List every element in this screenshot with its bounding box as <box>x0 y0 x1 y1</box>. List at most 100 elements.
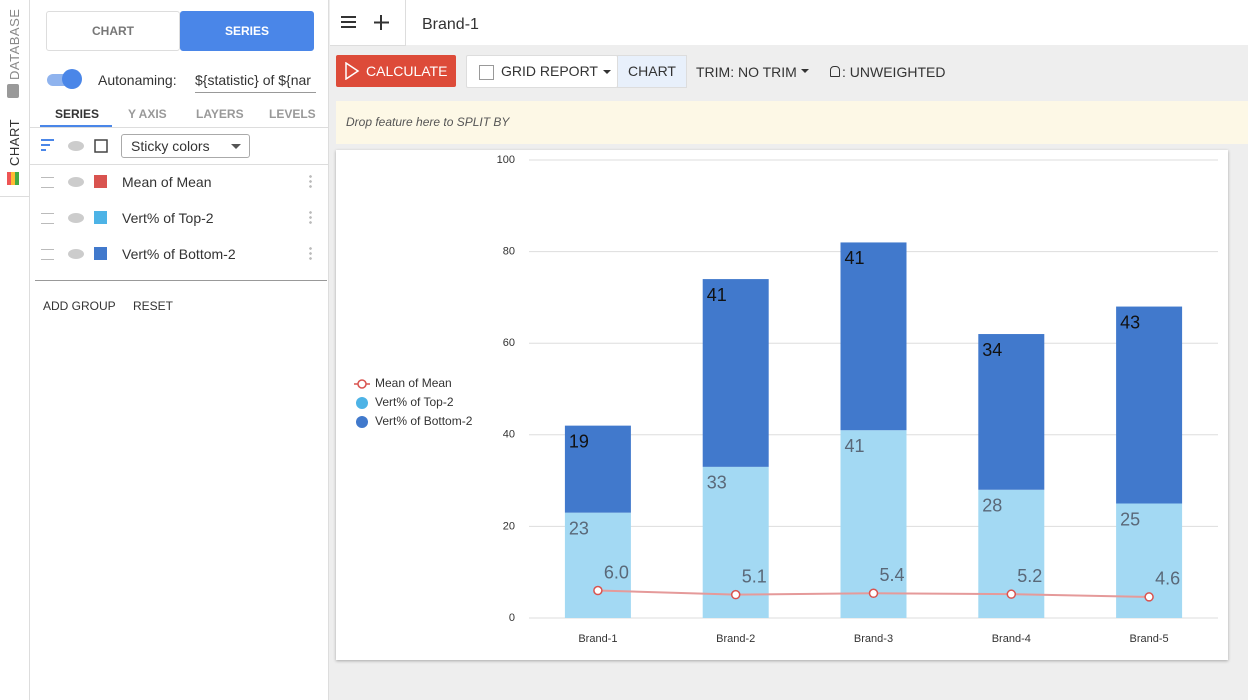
data-label: 5.4 <box>880 565 905 585</box>
color-swatch[interactable] <box>94 175 107 188</box>
color-icon[interactable] <box>94 139 108 153</box>
main-area: Brand-1 CALCULATE GRID REPORT CHART TRIM… <box>330 0 1248 700</box>
data-label: 4.6 <box>1155 569 1180 589</box>
more-icon[interactable] <box>309 210 312 226</box>
autonaming-label: Autonaming: <box>98 72 177 88</box>
eye-icon[interactable] <box>68 249 84 259</box>
bar-segment <box>564 512 631 618</box>
add-icon[interactable] <box>374 15 389 30</box>
chart-button[interactable]: CHART <box>617 55 687 88</box>
layers-subtab[interactable]: LAYERS <box>196 107 244 121</box>
calculate-button[interactable]: CALCULATE <box>336 55 456 87</box>
page-title: Brand-1 <box>422 16 479 33</box>
line-marker <box>868 588 879 599</box>
eye-icon[interactable] <box>68 177 84 187</box>
y-tick-label: 20 <box>503 520 515 532</box>
y-tick-label: 100 <box>497 154 515 166</box>
levels-subtab[interactable]: LEVELS <box>269 107 316 121</box>
sort-icon[interactable] <box>41 139 54 151</box>
data-label: 6.0 <box>604 562 629 582</box>
series-button[interactable]: SERIES <box>180 11 314 51</box>
weight-menu[interactable]: : UNWEIGHTED <box>830 64 945 80</box>
data-label: 41 <box>845 248 865 268</box>
legend-label: Vert% of Bottom-2 <box>375 414 473 428</box>
color-swatch[interactable] <box>94 247 107 260</box>
panel-icons <box>41 139 108 153</box>
chart-icon <box>7 172 19 185</box>
database-tab[interactable]: DATABASE <box>7 8 22 80</box>
reset-button[interactable]: RESET <box>133 299 174 313</box>
data-label: 5.1 <box>742 566 767 586</box>
bar-segment <box>840 430 907 618</box>
data-label: 28 <box>982 496 1002 516</box>
data-label: 41 <box>845 436 865 456</box>
legend-label: Mean of Mean <box>375 376 452 390</box>
grid-report-button[interactable]: GRID REPORT <box>466 55 618 88</box>
data-label: 33 <box>707 473 727 493</box>
dropdown-arrow <box>231 144 241 154</box>
drop-zone[interactable]: Drop feature here to SPLIT BY <box>336 100 1248 145</box>
divider <box>30 164 328 165</box>
more-icon[interactable] <box>309 246 312 262</box>
line-marker <box>593 585 603 596</box>
color-mode-select[interactable]: Sticky colors <box>121 134 250 158</box>
header <box>330 0 1248 45</box>
data-label: 19 <box>569 431 589 451</box>
divider <box>35 280 327 281</box>
series-item[interactable]: Vert% of Bottom-2 <box>30 242 328 266</box>
drop-zone-label: Drop feature here to SPLIT BY <box>346 115 510 129</box>
toggle-knob[interactable] <box>62 69 82 89</box>
more-icon[interactable] <box>309 174 312 190</box>
series-item[interactable]: Vert% of Top-2 <box>30 206 328 230</box>
bar-segment <box>564 425 631 513</box>
y-tick-label: 60 <box>503 337 515 349</box>
series-name: Mean of Mean <box>122 174 212 190</box>
y-tick-label: 0 <box>509 612 515 624</box>
line-marker <box>730 589 741 600</box>
icons <box>341 15 389 30</box>
dropdown-arrow <box>800 69 809 77</box>
autonaming-input[interactable]: ${statistic} of ${nar <box>195 72 316 93</box>
weight-label: : UNWEIGHTED <box>842 64 946 80</box>
legend-label: Vert% of Top-2 <box>375 395 454 409</box>
drag-handle[interactable] <box>41 177 54 188</box>
data-label: 25 <box>1120 509 1140 529</box>
eye-icon[interactable] <box>68 141 84 151</box>
trim-label: TRIM: NO TRIM <box>696 64 797 80</box>
x-tick-label: Brand-2 <box>716 633 755 645</box>
x-tick-label: Brand-3 <box>854 633 893 645</box>
x-tick-label: Brand-4 <box>992 633 1031 645</box>
line-marker <box>1006 589 1017 599</box>
menu-icon[interactable] <box>341 16 356 28</box>
legend-marker <box>357 379 367 389</box>
chart-tab[interactable]: CHART <box>7 118 22 166</box>
header-icons <box>330 0 406 46</box>
chart-button[interactable]: CHART <box>46 11 180 51</box>
drag-handle[interactable] <box>41 249 54 260</box>
line-marker <box>1144 592 1154 602</box>
series-item[interactable]: Mean of Mean <box>30 170 328 194</box>
bar-segment <box>840 242 907 431</box>
play-icon <box>345 62 360 80</box>
side-tabs: DATABASE CHART <box>0 0 30 700</box>
add-group-button[interactable]: ADD GROUP <box>43 299 116 313</box>
drag-handle[interactable] <box>41 213 54 224</box>
weight-icon <box>830 66 840 77</box>
series-name: Vert% of Bottom-2 <box>122 246 236 262</box>
grid-report-label: GRID REPORT <box>501 63 598 79</box>
bar-segment <box>1116 306 1183 504</box>
series-subtab[interactable]: SERIES <box>55 107 100 121</box>
eye-icon[interactable] <box>68 213 84 223</box>
data-label: 23 <box>569 518 589 538</box>
data-label: 5.2 <box>1017 566 1042 586</box>
dropdown-arrow <box>603 70 611 78</box>
trim-menu[interactable]: TRIM: NO TRIM <box>696 64 809 80</box>
y-axis-subtab[interactable]: Y AXIS <box>128 107 167 121</box>
y-tick-label: 40 <box>503 429 515 441</box>
x-tick-label: Brand-5 <box>1130 633 1169 645</box>
color-swatch[interactable] <box>94 211 107 224</box>
legend-marker <box>356 416 368 428</box>
chart: 0 20 40 60 80 100 Brand-1 Brand-2 Brand-3 Brand-4… <box>336 150 1228 660</box>
series-panel: CHART SERIES Autonaming: ${statistic} of… <box>30 0 329 700</box>
divider <box>0 196 29 197</box>
